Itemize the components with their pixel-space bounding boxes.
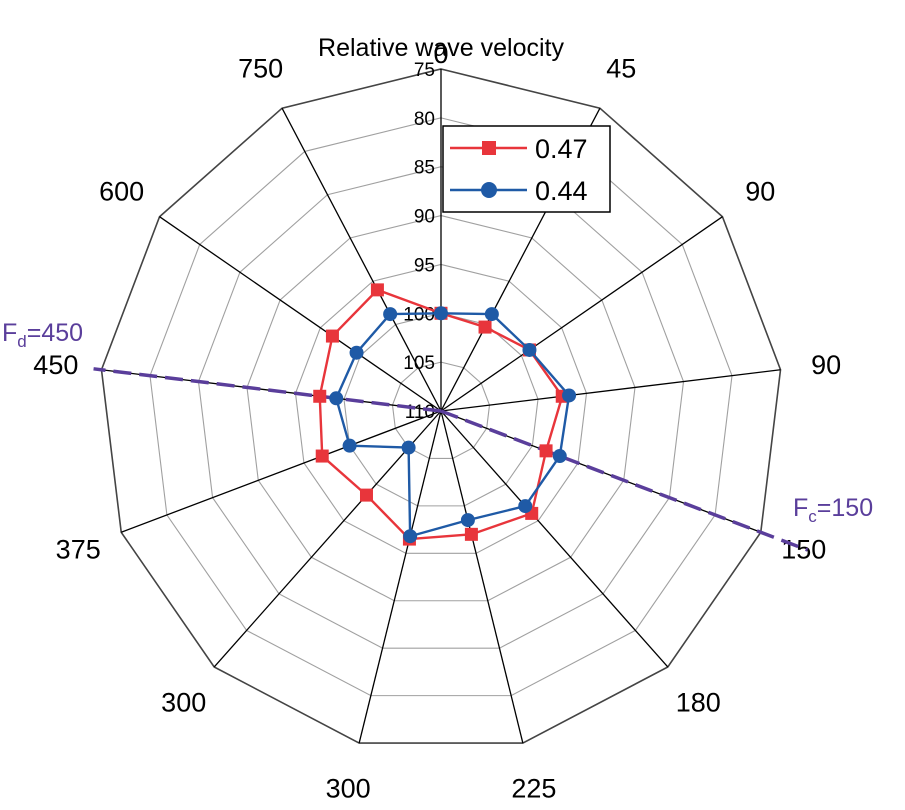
grid-ring-95 — [294, 263, 588, 554]
marker-0.47-9 — [315, 449, 329, 463]
category-label-3: 90 — [811, 350, 841, 380]
marker-0.47-8 — [359, 488, 373, 502]
annotation-label-c: Fc=150 — [793, 494, 873, 526]
category-label-5: 180 — [676, 687, 721, 717]
data-series — [313, 283, 577, 546]
marker-0.47-10 — [313, 389, 327, 403]
marker-0.44-6 — [460, 513, 475, 528]
category-label-1: 45 — [606, 53, 636, 83]
grid-ring-80 — [149, 117, 733, 697]
marker-0.47-12 — [370, 283, 384, 297]
spoke-5 — [440, 410, 669, 668]
tick-label-95: 95 — [414, 255, 435, 276]
spoke-3 — [440, 369, 781, 412]
annotation-line-d — [93, 367, 442, 413]
spoke-2 — [440, 216, 723, 412]
axis-title: Relative wave velocity — [318, 34, 564, 62]
grid-ring-105 — [391, 361, 491, 459]
spoke-9 — [120, 410, 442, 533]
marker-0.47-1 — [478, 320, 492, 334]
legend-marker-0.47 — [482, 141, 496, 155]
marker-0.47-6 — [464, 527, 478, 541]
grid-ring-75 — [100, 68, 782, 744]
legend-label-0.47: 0.47 — [535, 134, 588, 164]
category-label-12: 750 — [238, 53, 283, 83]
marker-0.44-9 — [342, 438, 357, 453]
grid-ring-100 — [343, 312, 539, 507]
category-label-9: 375 — [56, 535, 101, 565]
annotations: Fd=450 Fc=150 — [2, 319, 873, 552]
legend-marker-0.44 — [481, 182, 497, 198]
marker-0.44-8 — [401, 440, 416, 455]
tick-label-75: 75 — [414, 60, 435, 81]
category-label-2: 90 — [745, 177, 775, 207]
marker-0.44-2 — [522, 342, 537, 357]
marker-0.47-11 — [325, 329, 339, 343]
spoke-11 — [159, 216, 442, 412]
marker-0.44-4 — [552, 449, 567, 464]
grid-ring-90 — [246, 215, 636, 602]
category-labels: 0 45 90 90 150 180 225 300 300 375 450 600 750 — [33, 39, 841, 804]
legend: 0.47 0.44 — [442, 125, 611, 213]
marker-0.44-1 — [484, 307, 499, 322]
tick-label-105: 105 — [403, 353, 435, 374]
category-label-8: 300 — [161, 687, 206, 717]
category-label-7: 300 — [326, 774, 371, 804]
annotation-line-c — [440, 409, 809, 552]
legend-box — [442, 125, 611, 213]
tick-label-110: 110 — [405, 402, 435, 423]
category-label-6: 225 — [511, 774, 556, 804]
spoke-8 — [213, 410, 442, 668]
category-label-10: 450 — [33, 350, 78, 380]
marker-0.44-10 — [329, 391, 344, 406]
marker-0.44-12 — [383, 307, 398, 322]
marker-0.44-5 — [518, 499, 533, 514]
series-0.44 — [329, 306, 577, 544]
radar-grid — [100, 68, 782, 744]
marker-0.44-7 — [403, 529, 418, 544]
grid-ring-85 — [197, 166, 685, 649]
spoke-7 — [358, 410, 442, 744]
marker-0.44-11 — [349, 345, 364, 360]
spoke-12 — [281, 107, 442, 412]
series-line-0.44 — [335, 312, 571, 538]
marker-0.44-3 — [562, 388, 577, 403]
tick-label-80: 80 — [414, 109, 435, 130]
spoke-6 — [440, 410, 524, 744]
radar-spokes — [101, 69, 781, 744]
tick-label-90: 90 — [414, 207, 435, 228]
category-label-0: 0 — [433, 39, 448, 69]
marker-0.44-0 — [434, 306, 448, 321]
category-label-11: 600 — [99, 177, 144, 207]
legend-label-0.44: 0.44 — [535, 176, 588, 206]
tick-label-85: 85 — [414, 158, 435, 179]
marker-0.47-4 — [539, 444, 553, 458]
annotation-label-d: Fd=450 — [2, 319, 83, 351]
category-label-4: 150 — [781, 535, 826, 565]
